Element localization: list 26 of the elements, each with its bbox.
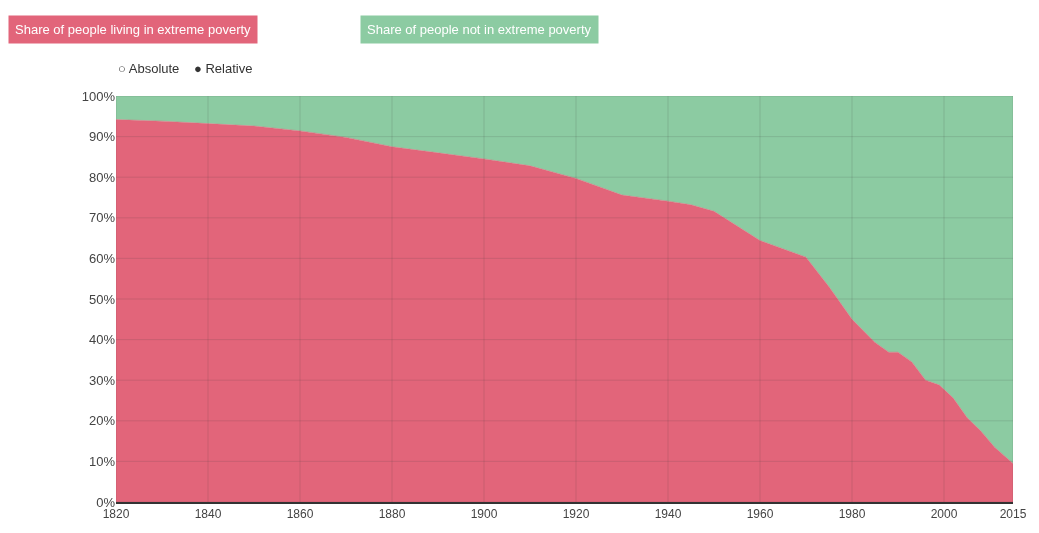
x-tick-label: 1840 <box>194 507 222 522</box>
text: Share of people living in extreme poverty <box>15 22 252 37</box>
y-tick-label: 50% <box>88 291 116 307</box>
x-tick-label: 2015 <box>999 507 1027 522</box>
y-tick-label: 10% <box>88 453 116 469</box>
x-tick-label: 1940 <box>654 507 682 522</box>
x-tick-label: 1980 <box>838 507 866 522</box>
x-tick-label: 1960 <box>746 507 774 522</box>
x-tick-label: 1860 <box>286 507 314 522</box>
x-tick-label: 2000 <box>930 507 958 522</box>
text: ○ Absolute <box>118 61 180 76</box>
y-tick-label: 20% <box>88 413 116 429</box>
text: Share of people not in extreme poverty <box>367 22 592 37</box>
y-tick-label: 0% <box>96 494 116 510</box>
x-tick-label: 1880 <box>378 507 406 522</box>
y-tick-label: 60% <box>88 250 116 266</box>
y-tick-label: 70% <box>88 210 116 226</box>
text: ● Relative <box>194 61 253 76</box>
y-tick-label: 40% <box>88 332 116 348</box>
y-tick-label: 90% <box>88 129 116 145</box>
x-tick-label: 1920 <box>562 507 590 522</box>
y-tick-label: 30% <box>88 372 116 388</box>
x-tick-label: 1900 <box>470 507 498 522</box>
y-tick-label: 100% <box>81 88 116 104</box>
x-tick-label: 1820 <box>102 507 130 522</box>
y-tick-label: 80% <box>88 169 116 185</box>
